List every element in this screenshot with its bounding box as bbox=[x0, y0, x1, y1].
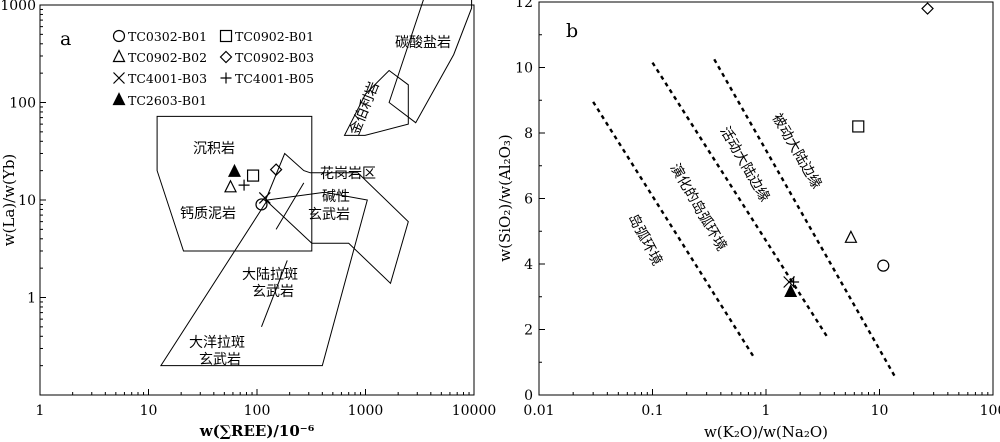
chart-a-legend: TC0302-B01 TC0902-B01 TC0902-B02 TC0902-B03… bbox=[112, 29, 314, 108]
field-label-calcareous-mudstone: 钙质泥岩 bbox=[180, 206, 236, 222]
chart-b-xtick-label: 0.1 bbox=[641, 403, 663, 419]
chart-b-panel-label: b bbox=[566, 20, 578, 42]
chart-a-point-TC0302-B01 bbox=[255, 198, 268, 211]
chart-b-xtick-label: 1 bbox=[762, 403, 771, 419]
chart-a-field-4 bbox=[159, 191, 368, 367]
chart-b-xlabel: w(K₂O)/w(Na₂O) bbox=[704, 423, 828, 441]
legend-label: TC4001-B03 bbox=[128, 71, 207, 86]
chart-a-divider-1 bbox=[261, 260, 288, 328]
chart-b-divider-2 bbox=[713, 58, 898, 380]
chart-b-point-TC0902-B02 bbox=[844, 229, 858, 243]
field-label-island-arc: 岛弧环境 bbox=[624, 211, 664, 268]
chart-b-ticks: 0.01 0.1 1 10 100 0 2 4 6 8 10 12 bbox=[515, 0, 1000, 419]
field-label-granite: 花岗岩区 bbox=[320, 166, 376, 182]
chart-b-point-TC2603-B01 bbox=[784, 283, 798, 297]
legend-label: TC0902-B01 bbox=[235, 29, 314, 44]
chart-a-field-1 bbox=[343, 69, 409, 136]
legend-marker-square bbox=[219, 29, 233, 43]
chart-b-ytick-label: 2 bbox=[524, 323, 533, 339]
legend-marker-x bbox=[113, 72, 125, 84]
legend-label: TC2603-B01 bbox=[128, 93, 207, 108]
field-label-active-margin: 活动大陆边缘 bbox=[717, 124, 773, 205]
chart-a-point-TC0902-B02 bbox=[224, 179, 237, 193]
field-label-alkali-basalt-1: 碱性 bbox=[322, 189, 350, 205]
chart-b-xtick-label: 100 bbox=[980, 403, 1000, 419]
legend-marker-diamond bbox=[219, 50, 233, 64]
field-label-alkali-basalt-2: 玄武岩 bbox=[308, 206, 350, 223]
field-label-passive-margin: 被动大陆边缘 bbox=[769, 111, 825, 192]
field-label-continental-tholeiite-1: 大陆拉斑 bbox=[242, 267, 298, 283]
chart-a-divider-0 bbox=[275, 182, 305, 230]
chart-a-ytick-label: 1 bbox=[27, 291, 36, 307]
chart-a-fields bbox=[156, 0, 473, 367]
chart-b-divider-0 bbox=[592, 101, 757, 360]
chart-a-ytick-label: 100 bbox=[9, 96, 36, 112]
chart-a-point-TC4001-B03 bbox=[258, 192, 271, 204]
chart-a-panel-label: a bbox=[60, 28, 71, 50]
chart-a-xtick-label: 1 bbox=[36, 403, 45, 419]
field-label-continental-tholeiite-2: 玄武岩 bbox=[252, 283, 294, 300]
chart-b-divider-1 bbox=[651, 61, 829, 339]
field-label-sedimentary: 沉积岩 bbox=[193, 141, 235, 157]
chart-a-ytick-label: 1000 bbox=[0, 0, 36, 14]
chart-b-ytick-label: 8 bbox=[524, 126, 533, 142]
chart-a-field-3 bbox=[265, 152, 409, 285]
chart-a-xtick-label: 100 bbox=[244, 403, 271, 419]
chart-b-ytick-label: 10 bbox=[515, 61, 533, 77]
chart-b-point-TC0302-B01 bbox=[877, 259, 890, 272]
chart-a-point-TC0902-B03 bbox=[269, 163, 283, 176]
chart-b-point-TC0902-B01 bbox=[852, 120, 865, 133]
legend-label: TC0902-B02 bbox=[128, 50, 207, 65]
chart-b-ytick-label: 6 bbox=[524, 192, 533, 208]
chart-a-field-2 bbox=[156, 115, 313, 252]
chart-b-ytick-label: 0 bbox=[524, 388, 533, 404]
chart-a-xlabel: w(∑REE)/10⁻⁶ bbox=[199, 422, 315, 440]
chart-a-xtick-label: 1000 bbox=[348, 403, 384, 419]
chart-b: 0.01 0.1 1 10 100 0 2 4 6 8 10 12 b 岛弧环境 演化的岛弧环境 活动… bbox=[496, 0, 1000, 441]
legend-marker-plus bbox=[220, 72, 232, 84]
chart-b-ylabel: w(SiO₂)/w(Al₂O₃) bbox=[496, 134, 514, 261]
chart-a-ylabel: w(La)/w(Yb) bbox=[0, 154, 18, 247]
chart-b-points bbox=[783, 2, 934, 297]
legend-label: TC0302-B01 bbox=[128, 29, 207, 44]
field-label-carbonatite: 碳酸盐岩 bbox=[395, 35, 451, 51]
chart-a-ytick-label: 10 bbox=[18, 193, 36, 209]
field-label-oceanic-tholeiite-2: 玄武岩 bbox=[199, 351, 241, 368]
chart-b-point-TC0902-B03 bbox=[921, 2, 934, 15]
chart-a-xtick-label: 10 bbox=[140, 403, 158, 419]
chart-b-xtick-label: 0.01 bbox=[523, 403, 554, 419]
legend-label: TC0902-B03 bbox=[235, 50, 314, 65]
legend-marker-filled-triangle bbox=[112, 92, 126, 106]
chart-b-point-TC4001-B05 bbox=[788, 276, 800, 288]
legend-marker-circle bbox=[112, 29, 126, 43]
chart-b-ytick-label: 12 bbox=[515, 0, 533, 11]
chart-a-xtick-label: 10000 bbox=[452, 403, 497, 419]
field-label-kimberlite: 金伯利岩 bbox=[347, 80, 383, 138]
chart-a-point-TC2603-B01 bbox=[228, 163, 241, 177]
field-label-evolved-island-arc: 演化的岛弧环境 bbox=[667, 161, 730, 254]
chart-a-ticks: 1 10 100 1000 10000 1 10 100 1000 bbox=[0, 0, 496, 419]
chart-a-point-TC0902-B01 bbox=[246, 169, 260, 182]
legend-marker-triangle bbox=[112, 49, 126, 63]
chart-a-point-TC4001-B05 bbox=[238, 179, 250, 191]
chart-b-xtick-label: 10 bbox=[871, 403, 889, 419]
chart-a-points bbox=[224, 163, 283, 211]
field-label-oceanic-tholeiite-1: 大洋拉斑 bbox=[189, 335, 245, 351]
legend-label: TC4001-B05 bbox=[235, 71, 314, 86]
chart-a-field-0 bbox=[388, 0, 473, 124]
chart-b-dividers bbox=[592, 58, 898, 380]
chart-b-ytick-label: 4 bbox=[524, 257, 533, 273]
